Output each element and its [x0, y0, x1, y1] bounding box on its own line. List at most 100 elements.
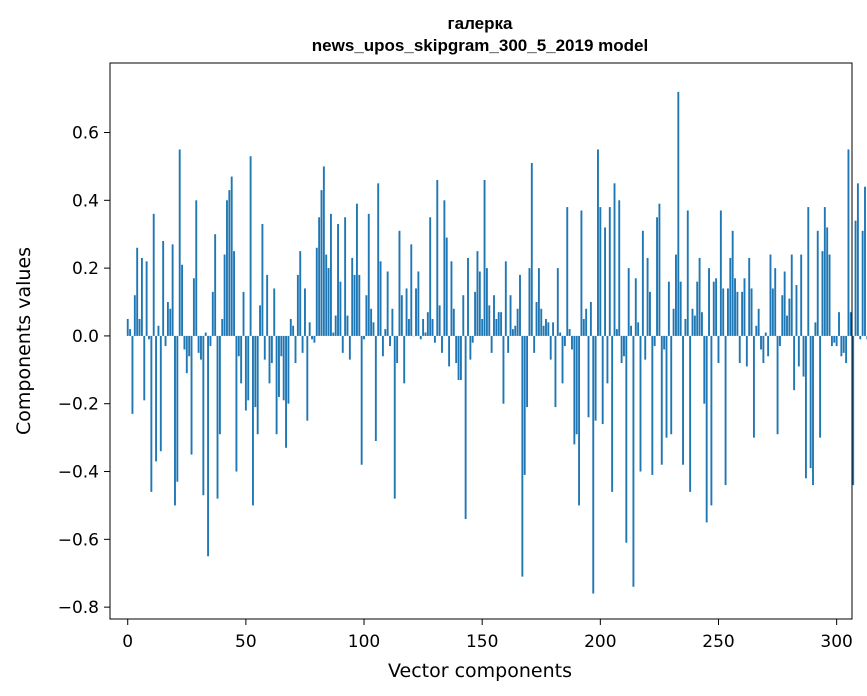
- bar: [686, 210, 689, 336]
- bar: [377, 183, 380, 336]
- bar: [790, 254, 793, 336]
- bar: [140, 257, 143, 336]
- bar: [200, 335, 202, 360]
- y-tick-label: 0.0: [72, 327, 99, 347]
- bar: [171, 244, 174, 336]
- bar: [301, 335, 304, 353]
- bar: [400, 295, 403, 336]
- bar: [166, 302, 169, 336]
- x-tick-label: 0: [122, 632, 133, 652]
- bar: [608, 207, 611, 336]
- bar: [623, 335, 625, 357]
- bar: [330, 213, 332, 336]
- bar: [701, 312, 703, 336]
- bar: [514, 325, 517, 336]
- y-tick-label: 0.4: [72, 191, 99, 211]
- bar: [481, 318, 484, 336]
- bar: [422, 318, 425, 336]
- bar: [131, 335, 134, 414]
- bar: [374, 335, 377, 442]
- bar: [582, 318, 585, 336]
- bar: [344, 217, 347, 336]
- bar: [339, 281, 342, 336]
- chart-subtitle: news_upos_skipgram_300_5_2019 model: [312, 36, 648, 55]
- bar: [573, 335, 576, 445]
- bar: [228, 190, 231, 336]
- bar: [774, 268, 777, 336]
- bar: [613, 183, 616, 336]
- bar: [771, 288, 774, 336]
- bar: [679, 281, 682, 336]
- x-tick-label: 100: [348, 632, 380, 652]
- bar: [684, 318, 687, 336]
- bar: [162, 240, 165, 336]
- bar: [788, 298, 791, 336]
- bar: [826, 227, 829, 336]
- y-tick-label: −0.2: [58, 395, 99, 415]
- x-tick-label: 300: [820, 632, 852, 652]
- bar: [625, 335, 628, 543]
- bar: [287, 335, 290, 404]
- bar: [143, 335, 146, 401]
- bar: [641, 230, 644, 336]
- bar: [660, 335, 663, 465]
- bar: [689, 335, 692, 492]
- bar: [575, 335, 578, 435]
- bar: [755, 325, 758, 336]
- bar: [476, 251, 479, 336]
- bar: [381, 335, 384, 357]
- bar: [722, 288, 725, 336]
- bar: [731, 230, 734, 336]
- bar: [764, 332, 767, 336]
- bar: [502, 335, 505, 404]
- bar: [348, 335, 351, 360]
- bar: [254, 335, 257, 408]
- bar: [327, 268, 330, 336]
- bar: [389, 335, 391, 347]
- bar: [710, 335, 713, 506]
- bar: [294, 335, 297, 364]
- bar: [398, 230, 401, 336]
- bar: [519, 274, 521, 336]
- bar: [738, 335, 741, 364]
- bar: [275, 335, 278, 435]
- bar: [599, 207, 602, 336]
- bar: [840, 335, 843, 357]
- bar: [530, 163, 533, 336]
- bar: [750, 288, 753, 336]
- y-axis-label: Components values: [13, 247, 35, 435]
- bar: [488, 305, 491, 336]
- bar: [533, 335, 536, 353]
- bar: [419, 335, 422, 340]
- bar: [299, 251, 302, 336]
- bar: [150, 335, 153, 492]
- bar: [795, 285, 798, 336]
- bar: [601, 335, 604, 425]
- bars-group: [126, 91, 867, 594]
- bar: [611, 335, 614, 492]
- y-tick-label: 0.6: [72, 124, 99, 144]
- bar: [814, 322, 817, 336]
- bar: [226, 200, 228, 336]
- bar: [355, 203, 358, 336]
- bar: [535, 302, 538, 336]
- bar: [540, 308, 543, 336]
- bar: [663, 335, 666, 350]
- bar: [651, 335, 654, 475]
- bar: [778, 335, 781, 347]
- bar: [322, 166, 325, 336]
- bar: [181, 264, 184, 336]
- y-tick-label: −0.4: [58, 463, 99, 483]
- bar: [592, 335, 595, 594]
- bar: [313, 335, 316, 343]
- bar: [585, 308, 588, 336]
- y-tick-label: −0.6: [58, 530, 99, 550]
- bar: [838, 312, 840, 336]
- bar: [363, 335, 365, 340]
- bar: [677, 91, 680, 336]
- bar: [311, 335, 313, 340]
- bar: [443, 200, 446, 336]
- bar: [190, 335, 193, 455]
- bar: [237, 335, 240, 357]
- bar: [861, 230, 864, 336]
